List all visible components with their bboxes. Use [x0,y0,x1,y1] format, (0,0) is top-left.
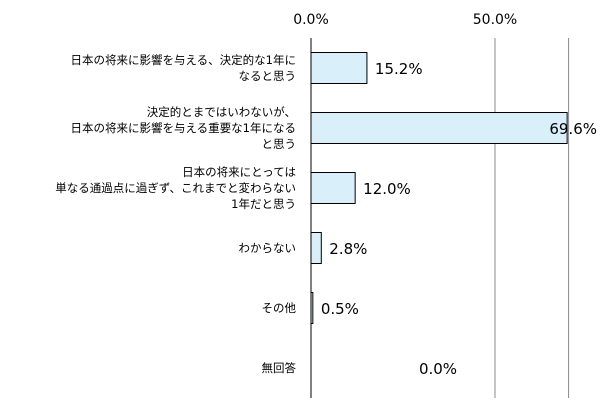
bar-value-label: 12.0% [363,180,411,198]
category-label: 決定的とまではいわないが、日本の将来に影響を与える重要な1年になると思う [71,105,296,151]
category-label: 日本の将来にとっては単なる通過点に過ぎず、これまでと変わらない 1年だと思う [55,165,296,211]
bar-value-label: 0.0% [419,360,457,378]
category-label-line: 単なる通過点に過ぎず、これまでと変わらない [55,181,296,195]
category-label-line: 日本の将来に影響を与える、決定的な1年に [71,53,296,67]
category-label: その他 [262,301,297,315]
bar [310,172,356,204]
category-label-line: 無回答 [262,361,297,375]
bar-value-label: 0.5% [321,300,359,318]
bar-value-label: 69.6% [549,120,597,138]
category-label-line: 日本の将来に影響を与える重要な1年になる [71,121,296,135]
category-label-line: 日本の将来にとっては [182,165,296,179]
bar [310,232,322,264]
bar-value-label: 15.2% [375,60,423,78]
x-tick-label: 0.0% [293,12,329,28]
category-label-line: 1年だと思う [231,197,296,211]
category-label-line: と思う [262,137,297,151]
bar [310,292,314,324]
category-label: 無回答 [262,361,297,375]
bar-value-label: 2.8% [329,240,367,258]
bar [310,112,568,144]
category-label-line: わからない [239,241,297,255]
x-tick-label: 50.0% [473,12,517,28]
category-label-line: その他 [262,301,297,315]
category-label-line: 決定的とまではいわないが、 [147,105,296,119]
category-label-line: なると思う [239,69,297,83]
category-label: わからない [239,241,297,255]
category-label: 日本の将来に影響を与える、決定的な1年になると思う [71,53,296,83]
bar [310,52,368,84]
